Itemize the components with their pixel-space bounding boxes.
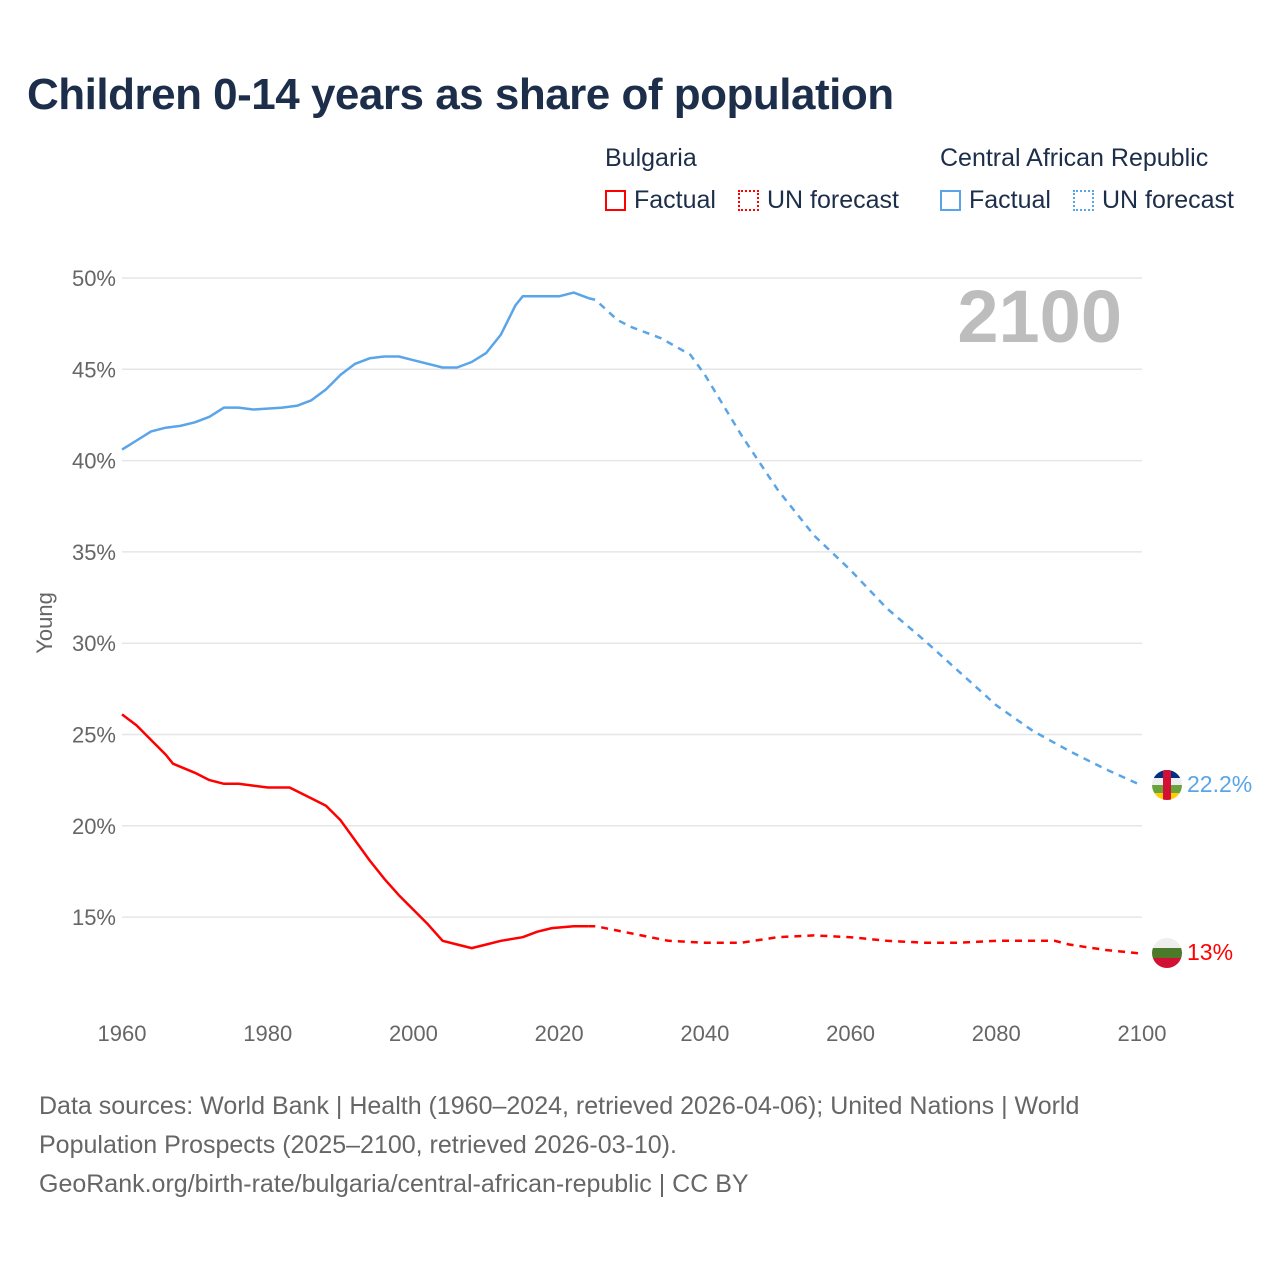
y-tick-label: 40% <box>72 449 116 474</box>
x-tick-label: 2080 <box>972 1021 1021 1046</box>
x-tick-label: 2040 <box>680 1021 729 1046</box>
flag-bulgaria-icon <box>1152 938 1182 968</box>
source-link[interactable]: GeoRank.org/birth-rate/bulgaria/central-… <box>39 1170 749 1198</box>
legend-bulgaria-forecast[interactable]: UN forecast <box>738 186 899 215</box>
x-tick-label: 2000 <box>389 1021 438 1046</box>
legend-swatch-solid <box>605 190 626 211</box>
legend-label: UN forecast <box>1102 186 1234 214</box>
plot-area: 15% 20% 25% 30% 35% 40% 45% 50% 1960 1980 2000 2020… <box>32 266 1252 1046</box>
legend-bulgaria-heading: Bulgaria <box>605 144 697 172</box>
legend-swatch-solid <box>940 190 961 211</box>
source-line: Population Prospects (2025–2100, retriev… <box>39 1131 677 1159</box>
x-tick-label: 2020 <box>535 1021 584 1046</box>
end-label-car: 22.2% <box>1187 771 1252 797</box>
end-label-bulgaria: 13% <box>1187 939 1233 965</box>
y-tick-label: 35% <box>72 540 116 565</box>
x-tick-label: 1980 <box>243 1021 292 1046</box>
legend-swatch-dotted <box>1073 190 1094 211</box>
chart-title: Children 0-14 years as share of populati… <box>27 70 894 119</box>
y-axis-label: Young <box>32 592 57 654</box>
x-tick-label: 2060 <box>826 1021 875 1046</box>
legend-label: UN forecast <box>767 186 899 214</box>
flag-central-african-republic-icon <box>1152 770 1182 800</box>
y-tick-label: 20% <box>72 814 116 839</box>
x-tick-label: 2100 <box>1118 1021 1167 1046</box>
legend-bulgaria-factual[interactable]: Factual <box>605 186 716 215</box>
legend-label: Factual <box>969 186 1051 214</box>
legend-car-factual[interactable]: Factual <box>940 186 1051 215</box>
legend-label: Factual <box>634 186 716 214</box>
footer: Data sources: World Bank | Health (1960–… <box>39 1087 1239 1204</box>
legend-car-heading: Central African Republic <box>940 144 1209 172</box>
legend-swatch-dotted <box>738 190 759 211</box>
legend-car-forecast[interactable]: UN forecast <box>1073 186 1234 215</box>
line-central-african-republic-forecast <box>588 296 1143 787</box>
source-line: Data sources: World Bank | Health (1960–… <box>39 1092 1080 1120</box>
y-tick-label: 45% <box>72 357 116 382</box>
x-tick-label: 1960 <box>98 1021 147 1046</box>
line-central-african-republic-factual <box>121 291 589 451</box>
year-label: 2100 <box>957 275 1122 358</box>
line-bulgaria-factual <box>121 713 589 950</box>
y-tick-label: 25% <box>72 723 116 748</box>
y-tick-label: 30% <box>72 631 116 656</box>
y-tick-label: 15% <box>72 905 116 930</box>
line-bulgaria-forecast <box>588 924 1143 955</box>
y-tick-label: 50% <box>72 266 116 291</box>
